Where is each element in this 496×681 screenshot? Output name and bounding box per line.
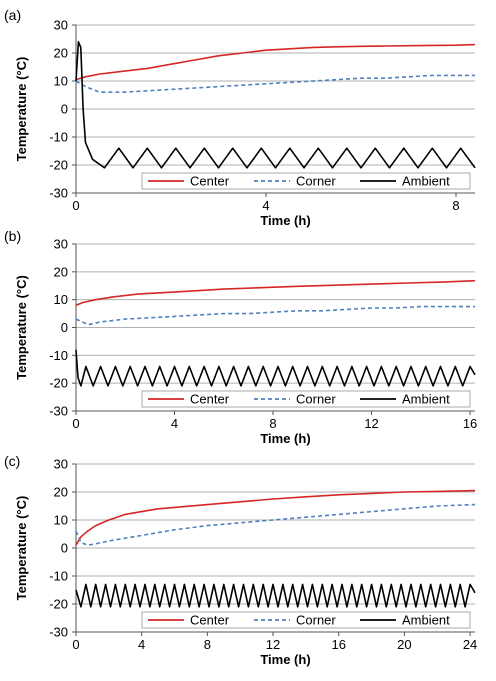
series-line-corner <box>75 503 476 547</box>
x-tick-label: 12 <box>364 416 378 431</box>
y-tick-label: 30 <box>54 18 68 33</box>
series-line-ambient <box>75 40 476 169</box>
x-tick-label: 8 <box>204 637 211 652</box>
y-tick-label: 10 <box>54 74 68 89</box>
y-axis-label: Temperature (°C) <box>14 496 29 601</box>
y-tick-label: 30 <box>54 457 68 472</box>
legend-label-center: Center <box>190 613 230 628</box>
y-tick-label: -20 <box>49 597 68 612</box>
y-tick-label: -10 <box>49 348 68 363</box>
x-tick-label: 8 <box>269 416 276 431</box>
y-tick-label: -30 <box>49 186 68 201</box>
x-axis-label: Time (h) <box>260 213 310 228</box>
legend-label-center: Center <box>190 392 230 407</box>
panel-label: (c) <box>4 453 20 469</box>
legend-label-corner: Corner <box>296 613 336 628</box>
chart-panel-1: -30 -20 -10 0 10 20 30 0 4 8 Time (h) Temperature (… <box>4 7 476 228</box>
y-tick-label: 30 <box>54 237 68 252</box>
y-axis-label: Temperature (°C) <box>14 275 29 380</box>
x-tick-label: 16 <box>331 637 345 652</box>
y-tick-label: -30 <box>49 404 68 419</box>
x-tick-label: 0 <box>72 198 79 213</box>
chart-panel-3: -30 -20 -10 0 10 20 30 0 4 8 12 16 20 24 Time (h) Tempe… <box>4 453 477 667</box>
legend-label-corner: Corner <box>296 392 336 407</box>
chart-panel-2: -30 -20 -10 0 10 20 30 0 4 8 12 16 Time (h) Temperatu… <box>4 228 477 446</box>
legend-box <box>141 390 471 408</box>
series-line-corner <box>75 74 475 93</box>
x-tick-label: 0 <box>72 416 79 431</box>
series-line-corner <box>75 305 475 326</box>
legend-box <box>141 611 471 629</box>
y-tick-label: -10 <box>49 569 68 584</box>
y-tick-label: 0 <box>61 320 68 335</box>
legend-box <box>141 172 471 190</box>
legend-label-corner: Corner <box>296 174 336 189</box>
y-tick-label: -20 <box>49 376 68 391</box>
y-tick-label: 20 <box>54 264 68 279</box>
series-line-ambient <box>75 349 476 387</box>
x-tick-label: 20 <box>397 637 411 652</box>
legend-label-ambient: Ambient <box>402 392 450 407</box>
series-line-ambient <box>75 583 476 608</box>
y-axis-label: Temperature (°C) <box>14 57 29 162</box>
series-line-center <box>75 489 476 546</box>
x-tick-label: 4 <box>262 198 269 213</box>
x-tick-label: 8 <box>452 198 459 213</box>
legend-label-ambient: Ambient <box>402 613 450 628</box>
panel-label: (a) <box>4 7 21 23</box>
y-tick-label: 0 <box>61 541 68 556</box>
y-tick-label: 20 <box>54 485 68 500</box>
x-tick-label: 16 <box>463 416 477 431</box>
legend-label-center: Center <box>190 174 230 189</box>
x-tick-label: 12 <box>266 637 280 652</box>
x-axis-label: Time (h) <box>260 652 310 667</box>
y-tick-label: -30 <box>49 625 68 640</box>
x-tick-label: 24 <box>463 637 477 652</box>
y-tick-label: 20 <box>54 46 68 61</box>
x-axis-label: Time (h) <box>260 431 310 446</box>
x-tick-label: 4 <box>171 416 178 431</box>
y-tick-label: 10 <box>54 292 68 307</box>
x-tick-label: 4 <box>138 637 145 652</box>
legend-label-ambient: Ambient <box>402 174 450 189</box>
x-tick-label: 0 <box>72 637 79 652</box>
series-line-center <box>75 43 476 81</box>
series-line-center <box>75 279 476 306</box>
y-tick-label: 0 <box>61 102 68 117</box>
panel-label: (b) <box>4 228 21 244</box>
y-tick-label: 10 <box>54 513 68 528</box>
y-tick-label: -20 <box>49 158 68 173</box>
y-tick-label: -10 <box>49 130 68 145</box>
